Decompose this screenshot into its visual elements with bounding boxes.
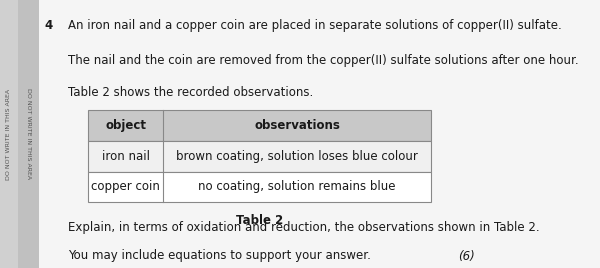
Text: no coating, solution remains blue: no coating, solution remains blue bbox=[198, 180, 396, 193]
Text: DO NOT WRITE IN THIS AREA: DO NOT WRITE IN THIS AREA bbox=[6, 88, 11, 180]
FancyBboxPatch shape bbox=[17, 0, 39, 268]
FancyBboxPatch shape bbox=[0, 0, 17, 268]
Text: object: object bbox=[105, 119, 146, 132]
Text: An iron nail and a copper coin are placed in separate solutions of copper(II) su: An iron nail and a copper coin are place… bbox=[68, 19, 562, 32]
Text: Explain, in terms of oxidation and reduction, the observations shown in Table 2.: Explain, in terms of oxidation and reduc… bbox=[68, 221, 540, 234]
Text: iron nail: iron nail bbox=[102, 150, 150, 163]
Text: 4: 4 bbox=[44, 19, 52, 32]
FancyBboxPatch shape bbox=[88, 141, 431, 172]
Text: Table 2: Table 2 bbox=[236, 214, 283, 228]
Text: copper coin: copper coin bbox=[91, 180, 160, 193]
Text: DO NOT WRITE IN THIS AREA: DO NOT WRITE IN THIS AREA bbox=[26, 88, 31, 180]
FancyBboxPatch shape bbox=[88, 172, 431, 202]
FancyBboxPatch shape bbox=[88, 110, 431, 141]
Text: brown coating, solution loses blue colour: brown coating, solution loses blue colou… bbox=[176, 150, 418, 163]
Text: (6): (6) bbox=[458, 250, 475, 263]
Text: Table 2 shows the recorded observations.: Table 2 shows the recorded observations. bbox=[68, 86, 314, 99]
Text: observations: observations bbox=[254, 119, 340, 132]
Text: You may include equations to support your answer.: You may include equations to support you… bbox=[68, 249, 371, 262]
Text: The nail and the coin are removed from the copper(II) sulfate solutions after on: The nail and the coin are removed from t… bbox=[68, 54, 579, 67]
